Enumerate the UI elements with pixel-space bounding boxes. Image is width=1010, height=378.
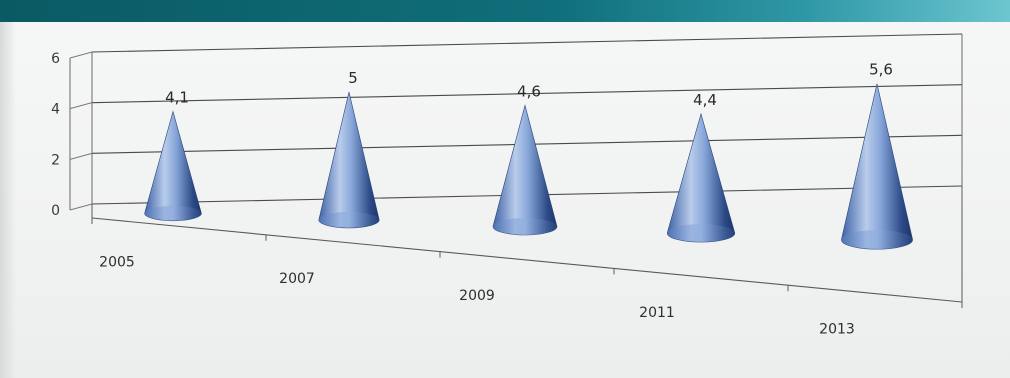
gridline-side — [70, 204, 92, 210]
gridline-side — [70, 52, 92, 58]
data-label: 4,4 — [693, 91, 717, 109]
x-category-label: 2013 — [819, 322, 855, 338]
cone-2007 — [319, 92, 379, 228]
cone-base — [319, 212, 379, 228]
cone-base — [841, 230, 912, 249]
gridline-side — [70, 103, 92, 109]
y-tick-label: 4 — [51, 102, 60, 118]
y-tick-label: 2 — [51, 152, 60, 168]
cone-base — [145, 206, 202, 221]
data-label: 4,1 — [165, 89, 189, 107]
data-label: 5 — [348, 69, 358, 87]
cone-body — [667, 114, 735, 242]
cone-2005 — [145, 112, 202, 221]
x-axis-categories: 2005 2007 2009 2011 2013 — [99, 254, 855, 337]
cone-2011 — [667, 114, 735, 242]
x-category-label: 2005 — [99, 254, 135, 270]
data-labels: 4,1 5 4,6 4,4 5,6 — [165, 61, 893, 109]
x-category-label: 2011 — [639, 305, 675, 321]
data-label: 5,6 — [869, 61, 893, 79]
cone-2013 — [841, 84, 912, 250]
data-label: 4,6 — [517, 82, 541, 100]
series-cones — [145, 84, 913, 250]
x-category-label: 2009 — [459, 288, 495, 304]
cone-base — [667, 224, 735, 242]
y-tick-label: 0 — [51, 203, 60, 219]
cone-body — [841, 84, 912, 250]
cone-body — [493, 105, 557, 235]
cone-body — [145, 112, 202, 221]
y-axis-ticks: 0 2 4 6 — [51, 51, 60, 219]
cone-body — [319, 92, 379, 228]
cone-base — [493, 218, 557, 235]
gridline-side — [70, 153, 92, 159]
gridline — [92, 34, 962, 52]
x-category-label: 2007 — [279, 271, 315, 287]
y-tick-label: 6 — [51, 51, 60, 67]
cone-2009 — [493, 105, 557, 235]
